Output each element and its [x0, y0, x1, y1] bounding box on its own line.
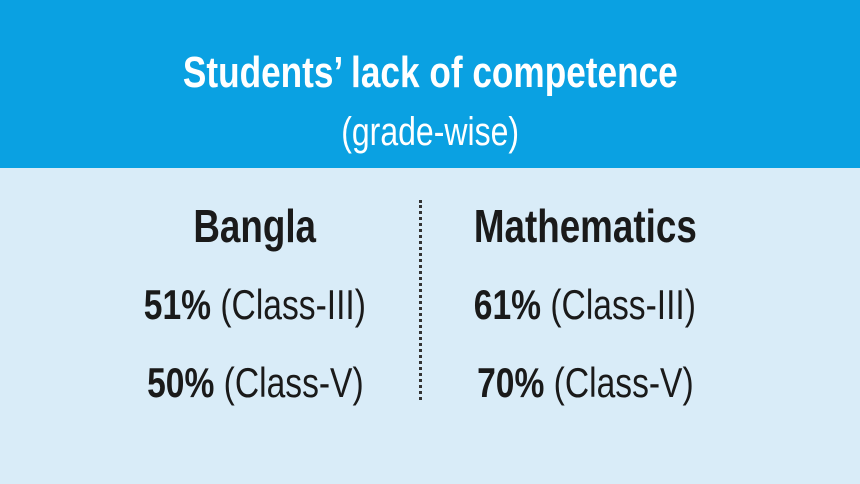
stat-row: 51% (Class-III): [55, 266, 455, 344]
stat: 50% (Class-V): [147, 344, 364, 422]
stat-label: (Class-III): [220, 281, 367, 328]
column-heading: Bangla: [193, 200, 317, 252]
stat-percent: 51%: [143, 281, 212, 328]
stat: 51% (Class-III): [144, 266, 366, 344]
stat-percent: 70%: [476, 359, 544, 406]
divider: [419, 200, 422, 400]
stat-label: (Class-V): [223, 359, 364, 406]
stat-row: 61% (Class-III): [385, 266, 785, 344]
stat-percent: 50%: [146, 359, 214, 406]
stat-row: 70% (Class-V): [385, 344, 785, 422]
stat: 70% (Class-V): [477, 344, 694, 422]
column-heading-box: Mathematics: [385, 196, 785, 266]
column-heading: Mathematics: [473, 200, 697, 252]
title: Students’ lack of competence: [182, 48, 678, 97]
stat-row: 50% (Class-V): [55, 344, 455, 422]
stat-label: (Class-V): [553, 359, 694, 406]
stat-percent: 61%: [473, 281, 542, 328]
stat: 61% (Class-III): [474, 266, 696, 344]
column: Bangla 51% (Class-III) 50% (Class-V): [55, 196, 455, 422]
header-band: [0, 0, 860, 168]
subtitle-box: (grade-wise): [0, 110, 860, 155]
column: Mathematics 61% (Class-III) 70% (Class-V): [385, 196, 785, 422]
title-box: Students’ lack of competence: [0, 48, 860, 98]
subtitle: (grade-wise): [341, 110, 519, 154]
stat-label: (Class-III): [550, 281, 697, 328]
column-heading-box: Bangla: [55, 196, 455, 266]
